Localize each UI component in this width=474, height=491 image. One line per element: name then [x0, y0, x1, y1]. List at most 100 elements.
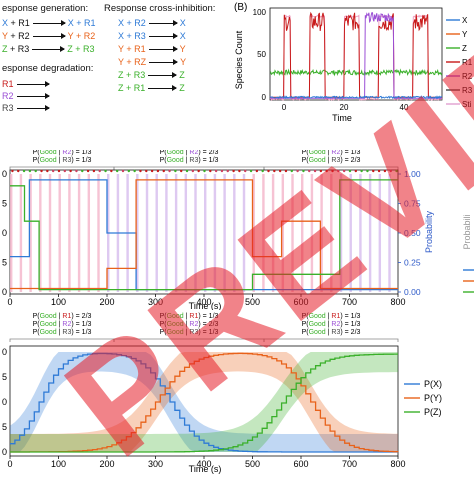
marker-dot: [174, 169, 177, 173]
stimulus-bar: [310, 174, 314, 292]
panel-c-side-text: Probabili: [462, 214, 472, 249]
generation-reaction: X + R1 X + R1: [2, 18, 96, 28]
y-tick-label: 0: [2, 287, 7, 297]
line-p-x: [10, 352, 398, 453]
x-tick-label: 0: [7, 459, 12, 469]
marker-dot: [342, 169, 346, 173]
marker-dot: [17, 169, 20, 173]
panel-d-bands: [10, 352, 398, 452]
marker-dot: [28, 169, 32, 173]
marker-dot: [115, 169, 119, 173]
panel-c-series: [10, 179, 398, 291]
series-x: [269, 95, 443, 100]
marker-dot: [127, 169, 131, 173]
panel-d: P(Good | R1) = 2/3P(Good | R2) = 1/3P(Go…: [2, 313, 442, 474]
stimulus-bar: [77, 174, 81, 292]
marker-dot: [104, 169, 107, 173]
bracket: [263, 338, 399, 342]
marker-dot: [244, 169, 247, 173]
stimulus-bar: [388, 174, 391, 292]
marker-dot: [92, 169, 96, 173]
marker-dot: [331, 169, 334, 173]
stimulus-bar: [10, 174, 13, 292]
band-p-y: [10, 352, 398, 452]
panel-b-ytick: 50: [257, 50, 266, 59]
marker-dot: [203, 169, 206, 173]
marker-dot: [319, 169, 323, 173]
y-tick-label: 0: [2, 228, 7, 238]
generation-reaction: Z + R3 Z + R3: [2, 44, 95, 54]
stimulus-bar: [68, 174, 71, 292]
marker-dot: [377, 169, 381, 173]
marker-dot: [75, 169, 78, 173]
series-z: [269, 68, 443, 77]
x-tick-label: 700: [342, 459, 357, 469]
legend-label: Y: [462, 30, 468, 39]
marker-dot: [308, 169, 311, 173]
panel-d-series: [10, 352, 399, 453]
marker-dot: [238, 169, 241, 173]
stimulus-bar: [242, 174, 246, 292]
stimulus-bar: [194, 174, 197, 292]
inhibition-reaction: X + R3 X: [118, 31, 186, 41]
stimulus-bar: [39, 174, 42, 292]
marker-dot: [63, 169, 67, 173]
marker-dot: [197, 169, 200, 173]
marker-dot: [372, 169, 375, 173]
stimulus-bar: [281, 174, 285, 292]
x-tick-label: 200: [99, 297, 114, 307]
stimulus-bar: [223, 174, 226, 292]
stimulus-bar: [87, 174, 91, 292]
marker-dot: [150, 169, 154, 173]
bracket-label: P(Good | R2) = 1/3: [302, 150, 361, 156]
right-tick-label: 1.00: [404, 169, 421, 179]
x-tick-label: 500: [245, 459, 260, 469]
y-tick-label: 5: [2, 258, 7, 268]
stimulus-bar: [339, 174, 343, 292]
legend-label: X: [462, 16, 468, 25]
marker-dot: [209, 169, 212, 173]
y-tick-label: 5: [2, 199, 7, 209]
marker-dot: [273, 169, 276, 173]
stimulus-bar: [271, 174, 275, 292]
panel-b-legend: XYZ R1 R2 R3 Sti: [446, 16, 473, 109]
stimulus-bar: [136, 174, 139, 292]
marker-dot: [191, 169, 195, 173]
bracket: [9, 338, 115, 342]
panel-b-ylabel: Species Count: [234, 30, 244, 89]
marker-dot: [156, 169, 160, 173]
marker-dot: [110, 169, 113, 173]
bracket-label: P(Good | R2) = 1/3: [33, 150, 92, 156]
panel-b-xlabel: Time: [332, 113, 352, 123]
y-tick-label: 0: [2, 347, 7, 357]
marker-dot: [86, 169, 90, 173]
bracket-label: P(Good | R3) = 1/3: [160, 329, 219, 336]
x-tick-label: 300: [148, 297, 163, 307]
marker-dot: [290, 169, 293, 173]
bracket-label: P(Good | R3) = 2/3: [302, 329, 361, 336]
marker-dot: [98, 169, 101, 173]
marker-dot: [325, 169, 328, 173]
stimulus-bar: [368, 174, 372, 292]
degradation-reaction: R1: [2, 79, 52, 89]
marker-dot: [354, 169, 358, 173]
x-tick-label: 400: [196, 297, 211, 307]
panel-b-xtick: 0: [282, 103, 287, 112]
band-p-x: [10, 352, 398, 452]
panel-d-xlabel: Time (s): [189, 464, 222, 474]
right-tick-label: 0.25: [404, 258, 421, 268]
line-p-y: [10, 352, 399, 453]
panel-c: P(Good | R1) = 2/3P(Good | R2) = 1/3P(Go…: [2, 150, 474, 310]
x-tick-label: 600: [293, 297, 308, 307]
legend-label: R1: [462, 58, 473, 67]
right-tick-label: 0.75: [404, 199, 421, 209]
marker-dot: [145, 169, 148, 173]
bracket-label: P(Good | R2) = 2/3: [160, 150, 219, 156]
stimulus-bar: [349, 174, 352, 292]
line-p-z: [10, 353, 398, 453]
bracket: [113, 166, 265, 170]
marker-dot: [57, 169, 61, 173]
x-tick-label: 500: [245, 297, 260, 307]
panel-c-shading: [10, 174, 391, 292]
marker-dot: [232, 169, 235, 173]
